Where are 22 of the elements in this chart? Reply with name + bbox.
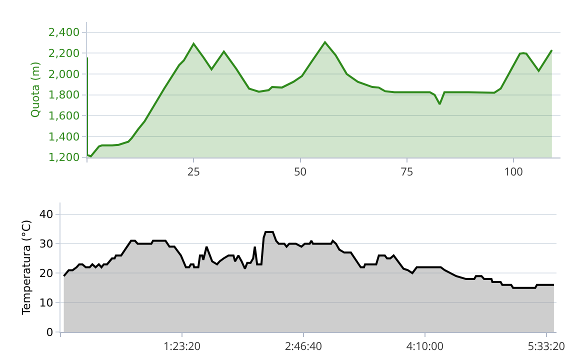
y-tick-label: 2,000 xyxy=(48,68,80,81)
y-axis-title: Quota (m) xyxy=(28,62,42,118)
y-tick-label: 1,800 xyxy=(48,88,80,102)
y-tick-label: 20 xyxy=(39,267,54,280)
y-tick-label: 1,400 xyxy=(48,130,80,144)
x-tick-label: 1:23:20 xyxy=(163,339,201,353)
x-tick-label: 50 xyxy=(294,164,307,180)
x-tick-label: 100 xyxy=(504,164,523,180)
y-tick-label: 2,400 xyxy=(48,26,80,40)
y-axis-title: Temperatura (°C) xyxy=(20,220,33,316)
y-tick-label: 30 xyxy=(39,238,54,251)
x-tick-label: 2:46:40 xyxy=(284,339,322,353)
y-tick-label: 2,200 xyxy=(48,47,80,60)
x-tick-label: 4:10:00 xyxy=(406,339,444,353)
y-tick-label: 10 xyxy=(39,296,54,310)
x-tick-label: 75 xyxy=(400,164,414,180)
y-tick-label: 1,600 xyxy=(48,110,80,123)
y-tick-label: 1,200 xyxy=(48,151,80,164)
x-tick-label: 25 xyxy=(187,164,200,180)
x-tick-label: 5:33:20 xyxy=(528,339,566,353)
y-tick-label: 40 xyxy=(39,208,54,222)
y-tick-label: 0 xyxy=(46,326,54,339)
